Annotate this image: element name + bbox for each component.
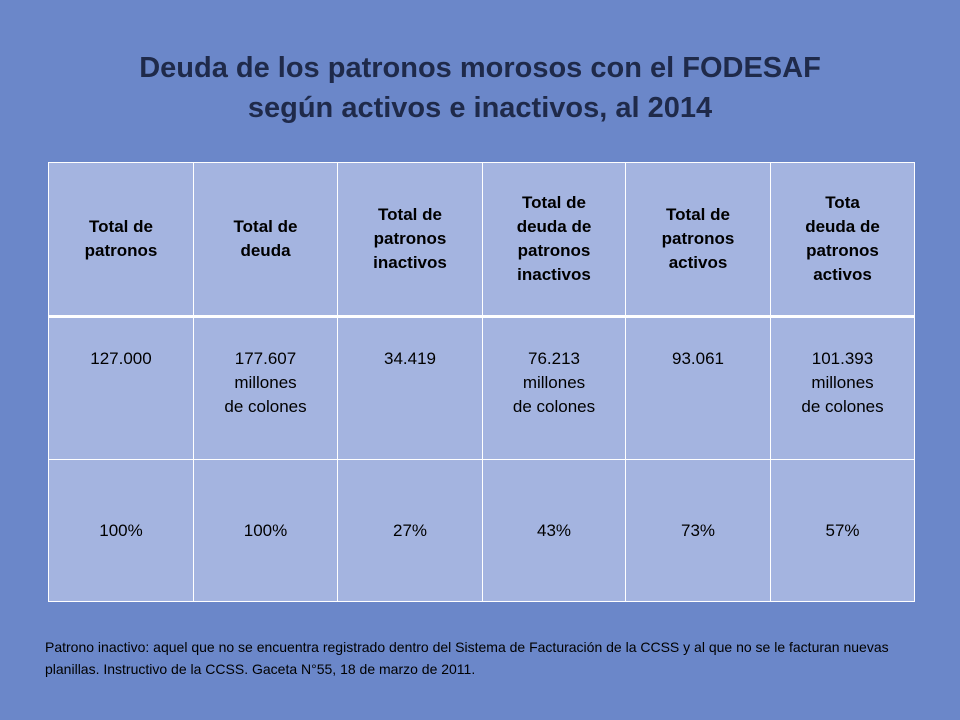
table-row-values: 127.000 177.607 millones de colones 34.4… <box>48 316 915 460</box>
slide-title-line-2: según activos e inactivos, al 2014 <box>247 92 713 124</box>
pct-cell-deuda-activos: 57% <box>770 459 915 602</box>
pct-cell-total-patronos: 100% <box>48 459 194 602</box>
value-cell-deuda-activos: 101.393 millones de colones <box>770 316 915 460</box>
header-cell-deuda-inactivos: Total de deuda de patronos inactivos <box>482 162 626 318</box>
header-cell-total-patronos-inactivos: Total de patronos inactivos <box>337 162 483 318</box>
table-row-percentages: 100% 100% 27% 43% 73% 57% <box>48 459 915 602</box>
slide-title-line-1: Deuda de los patronos morosos con el FOD… <box>139 52 821 84</box>
pct-cell-total-deuda: 100% <box>193 459 338 602</box>
footnote: Patrono inactivo: aquel que no se encuen… <box>45 639 889 677</box>
slide-title: Deuda de los patronos morosos con el FOD… <box>0 48 960 128</box>
debt-table: Total de patronos Total de deuda Total d… <box>48 162 915 602</box>
header-cell-deuda-activos: Tota deuda de patronos activos <box>770 162 915 318</box>
pct-cell-total-patronos-activos: 73% <box>625 459 771 602</box>
header-cell-total-deuda: Total de deuda <box>193 162 338 318</box>
value-cell-total-deuda: 177.607 millones de colones <box>193 316 338 460</box>
header-cell-total-patronos-activos: Total de patronos activos <box>625 162 771 318</box>
pct-cell-deuda-inactivos: 43% <box>482 459 626 602</box>
value-cell-deuda-inactivos: 76.213 millones de colones <box>482 316 626 460</box>
header-cell-total-patronos: Total de patronos <box>48 162 194 318</box>
value-cell-total-patronos: 127.000 <box>48 316 194 460</box>
table-header-row: Total de patronos Total de deuda Total d… <box>48 162 915 318</box>
value-cell-total-patronos-inactivos: 34.419 <box>337 316 483 460</box>
pct-cell-total-patronos-inactivos: 27% <box>337 459 483 602</box>
value-cell-total-patronos-activos: 93.061 <box>625 316 771 460</box>
